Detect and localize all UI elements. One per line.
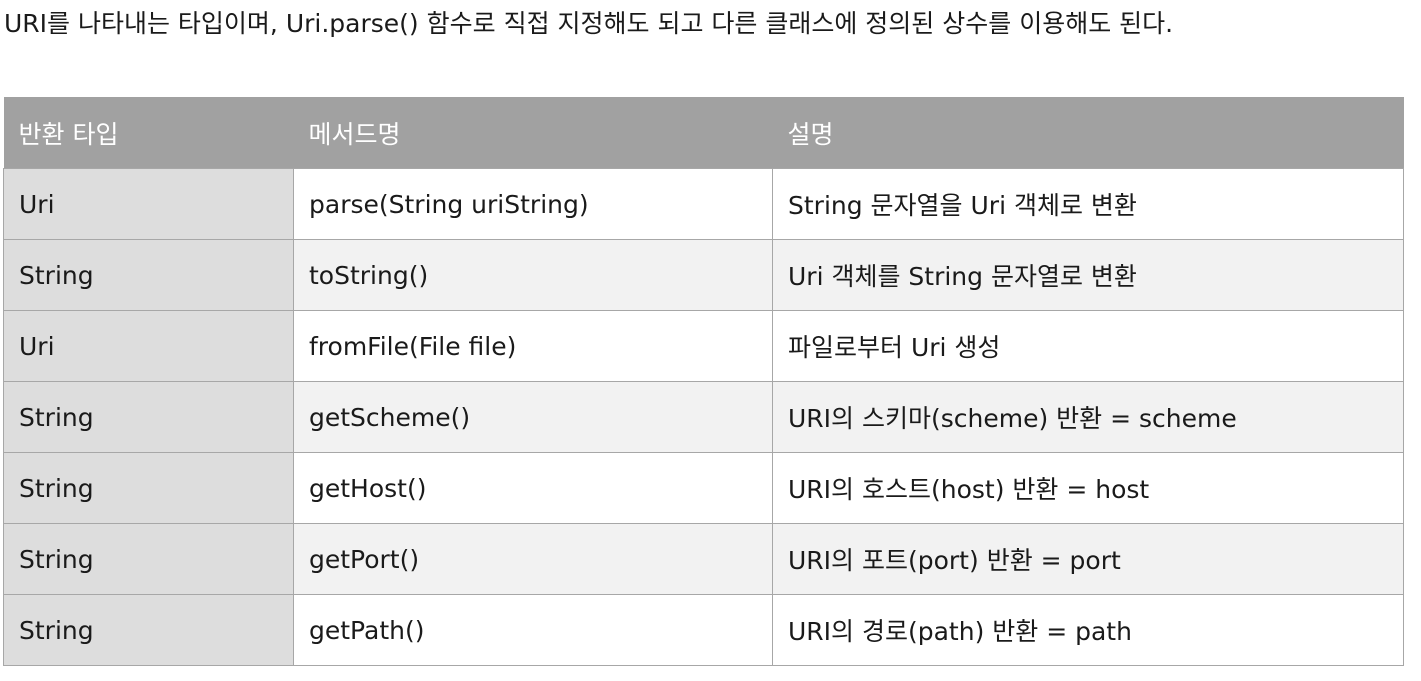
return-type-cell: String [3,594,294,666]
description-cell: URI의 호스트(host) 반환 = host [772,452,1404,524]
return-type-cell: Uri [3,310,294,382]
method-name-cell: getPort() [293,523,773,595]
table-row: String getPort() URI의 포트(port) 반환 = port [3,523,1404,595]
description-cell: Uri 객체를 String 문자열로 변환 [772,239,1404,311]
description-cell: 파일로부터 Uri 생성 [772,310,1404,382]
method-name-cell: toString() [293,239,773,311]
intro-paragraph: URI를 나타내는 타입이며, Uri.parse() 함수로 직접 지정해도 … [4,9,1174,38]
header-description: 설명 [772,97,1404,169]
table-row: Uri parse(String uriString) String 문자열을 … [3,168,1404,240]
description-cell: URI의 경로(path) 반환 = path [772,594,1404,666]
uri-method-table: 반환 타입 메서드명 설명 Uri parse(String uriString… [3,97,1404,666]
table-row: String getScheme() URI의 스키마(scheme) 반환 =… [3,381,1404,453]
method-name-cell: getScheme() [293,381,773,453]
header-row: 반환 타입 메서드명 설명 [3,97,1404,169]
return-type-cell: String [3,239,294,311]
table-row: String toString() Uri 객체를 String 문자열로 변환 [3,239,1404,311]
return-type-cell: String [3,523,294,595]
table-row: String getHost() URI의 호스트(host) 반환 = hos… [3,452,1404,524]
description-cell: URI의 포트(port) 반환 = port [772,523,1404,595]
method-name-cell: parse(String uriString) [293,168,773,240]
description-cell: String 문자열을 Uri 객체로 변환 [772,168,1404,240]
table-row: String getPath() URI의 경로(path) 반환 = path [3,594,1404,666]
table-row: Uri fromFile(File file) 파일로부터 Uri 생성 [3,310,1404,382]
method-name-cell: getHost() [293,452,773,524]
header-return-type: 반환 타입 [3,97,294,169]
table-header: 반환 타입 메서드명 설명 [3,97,1404,169]
return-type-cell: String [3,381,294,453]
return-type-cell: String [3,452,294,524]
header-method-name: 메서드명 [293,97,773,169]
method-name-cell: fromFile(File file) [293,310,773,382]
description-cell: URI의 스키마(scheme) 반환 = scheme [772,381,1404,453]
table-body: Uri parse(String uriString) String 문자열을 … [3,168,1404,666]
return-type-cell: Uri [3,168,294,240]
method-name-cell: getPath() [293,594,773,666]
